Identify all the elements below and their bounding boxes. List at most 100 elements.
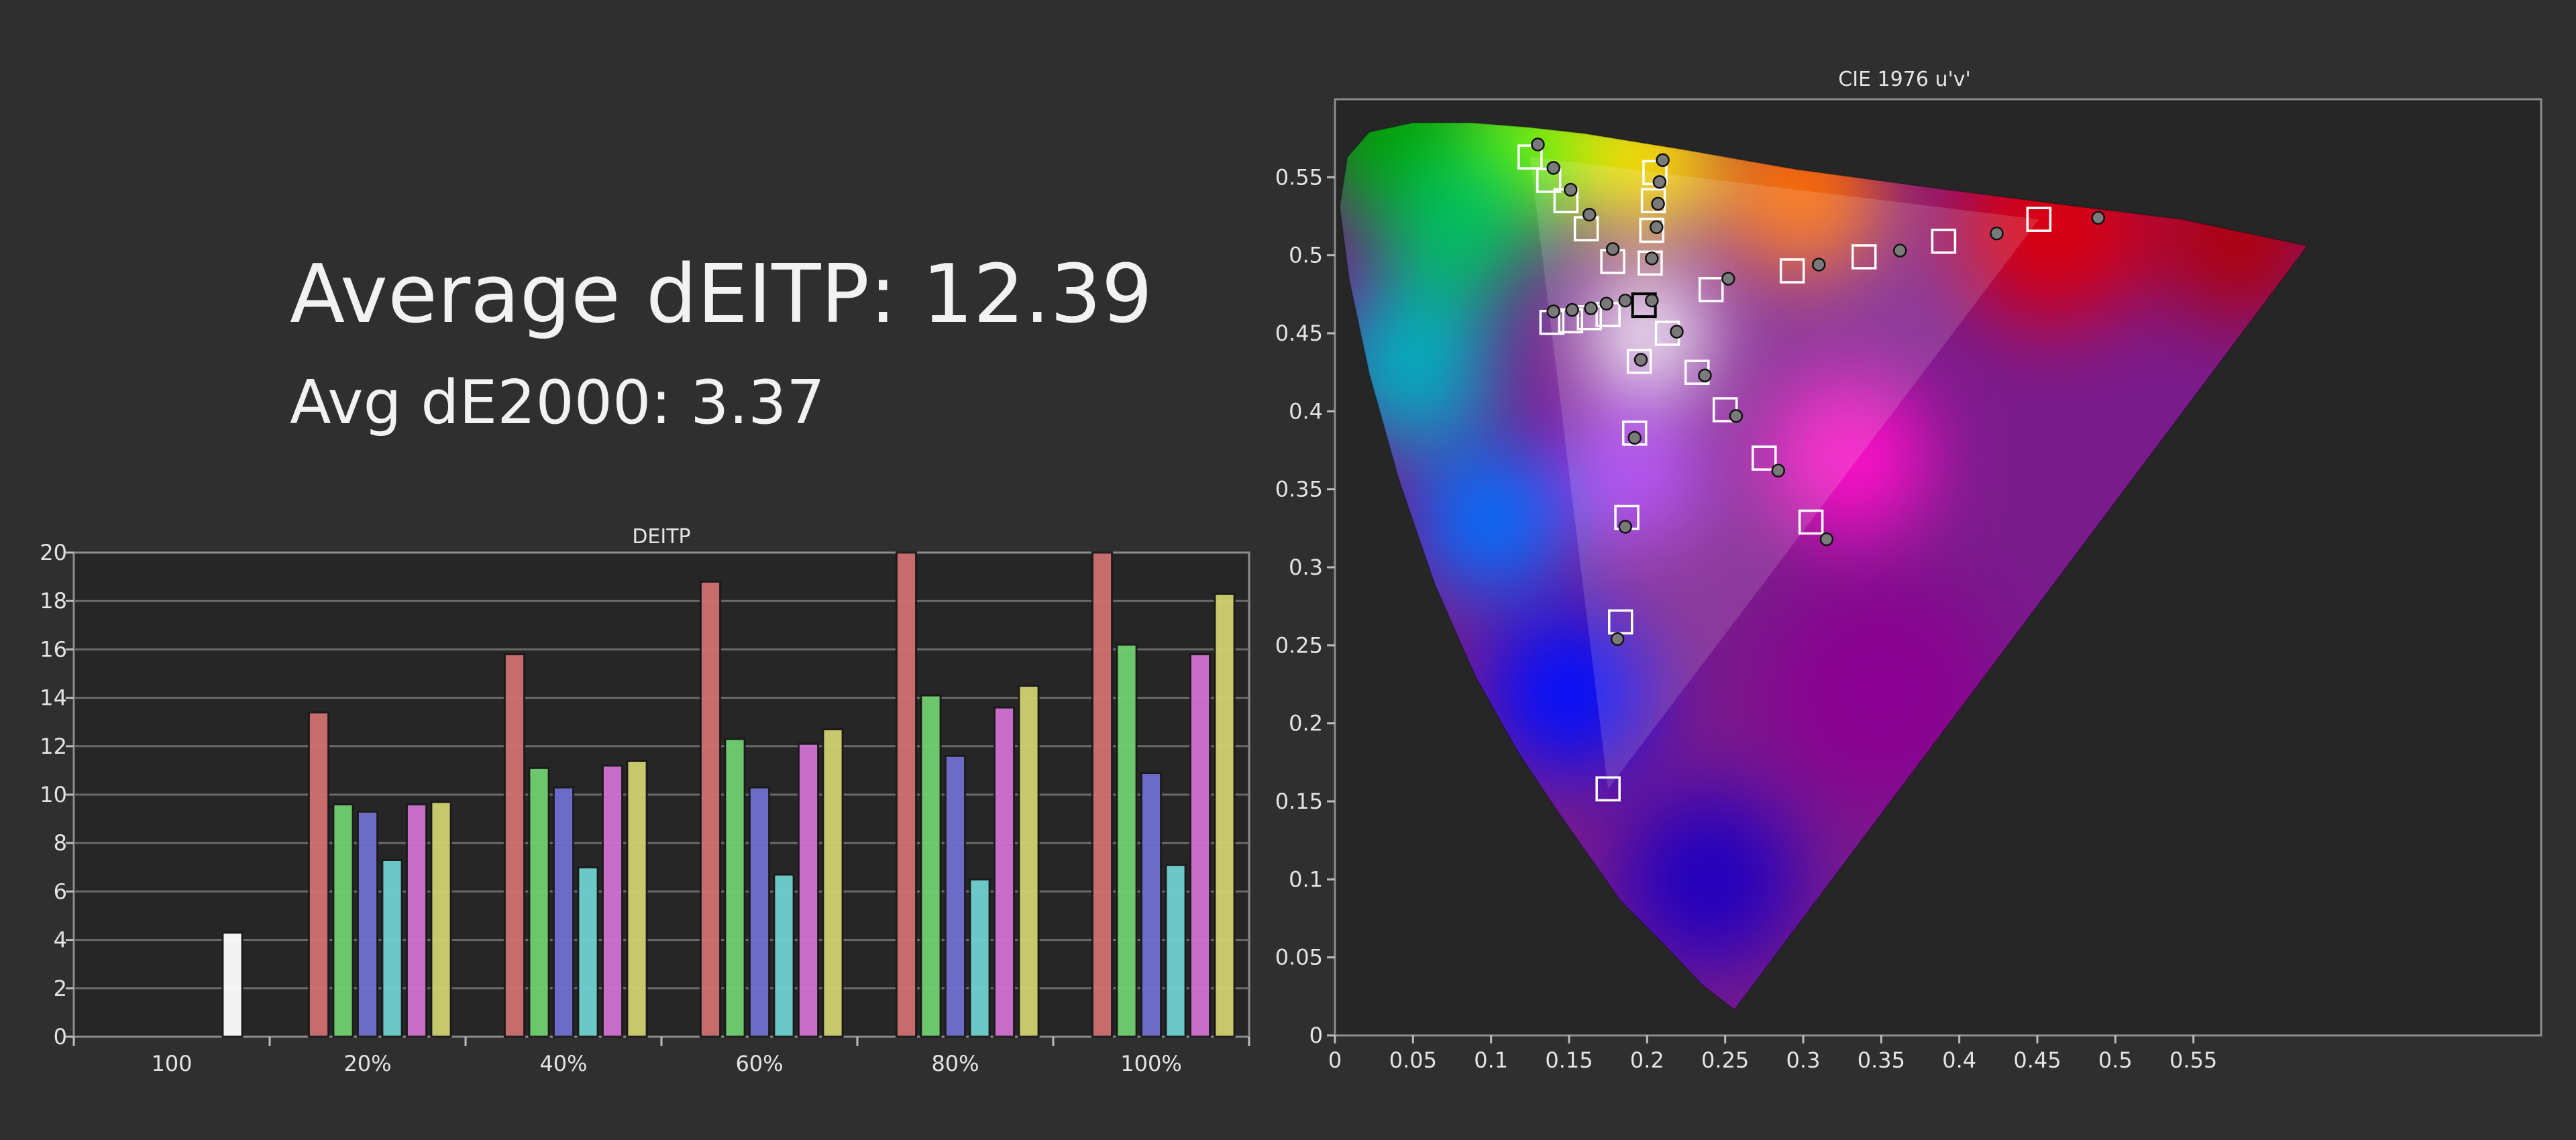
- y-tick-label: 0.35: [1275, 477, 1323, 502]
- bar: [1116, 643, 1138, 1038]
- measured-point: [1531, 137, 1545, 152]
- x-tick-label: 100%: [1120, 1051, 1181, 1076]
- x-tick-label: 0.35: [1858, 1047, 1905, 1073]
- y-tick-label: 0.45: [1275, 321, 1323, 346]
- target-marker: [1698, 277, 1724, 302]
- bar: [601, 764, 624, 1038]
- bar: [895, 551, 918, 1038]
- measured-point: [1729, 409, 1743, 423]
- average-deitp-text: Average dEITP: 12.39: [290, 248, 1153, 341]
- measured-point: [1618, 293, 1633, 308]
- bar: [405, 803, 428, 1038]
- bar: [699, 580, 722, 1038]
- x-tick-label: 40%: [539, 1051, 587, 1076]
- bar: [993, 706, 1016, 1038]
- measured-point: [1546, 304, 1560, 319]
- measured-point: [1599, 296, 1614, 311]
- measured-point: [1627, 431, 1642, 445]
- measured-point: [1651, 196, 1665, 211]
- y-tick-label: 0.15: [1275, 789, 1323, 814]
- target-marker: [1798, 509, 1824, 535]
- x-tick-label: 20%: [343, 1051, 391, 1076]
- x-tick-label: 0.5: [2098, 1047, 2133, 1073]
- bar: [969, 878, 991, 1038]
- y-tick-label: 4: [54, 927, 67, 953]
- x-tick-label: 0.1: [1474, 1047, 1508, 1073]
- measured-point: [1656, 153, 1670, 167]
- measured-point: [1618, 520, 1633, 534]
- x-tick-label: 60%: [735, 1051, 783, 1076]
- bar: [381, 858, 403, 1038]
- y-tick-label: 6: [54, 878, 67, 904]
- x-tick-label: 80%: [931, 1051, 979, 1076]
- bar: [221, 931, 244, 1038]
- measured-point: [1584, 301, 1598, 316]
- bar: [356, 810, 379, 1038]
- measured-point: [1698, 368, 1712, 383]
- bar: [332, 803, 354, 1038]
- bar: [822, 728, 844, 1038]
- cie-chart-title: CIE 1976 u'v': [1838, 68, 1970, 91]
- target-marker: [2026, 207, 2052, 232]
- measured-point: [1546, 161, 1560, 175]
- y-tick-label: 16: [40, 636, 67, 662]
- measured-point: [1645, 293, 1659, 308]
- measured-point: [1812, 258, 1826, 272]
- target-marker: [1639, 217, 1665, 243]
- bar-chart-title: DEITP: [632, 525, 690, 549]
- target-marker: [1638, 250, 1663, 276]
- y-tick-label: 0.4: [1289, 398, 1323, 424]
- bar: [724, 738, 746, 1038]
- x-tick-label: 0.45: [2013, 1047, 2061, 1073]
- y-tick-label: 0.2: [1289, 711, 1323, 736]
- bar: [528, 766, 550, 1038]
- y-tick-label: 0.05: [1275, 945, 1323, 970]
- measured-point: [1564, 182, 1578, 197]
- measured-point: [1990, 226, 2004, 241]
- measured-point: [1605, 242, 1620, 256]
- bar: [1165, 864, 1187, 1038]
- bar: [503, 653, 526, 1038]
- y-tick-label: 18: [40, 588, 67, 614]
- measured-point: [1582, 207, 1597, 222]
- bar: [797, 742, 820, 1038]
- bar: [920, 694, 942, 1038]
- target-marker: [1640, 188, 1666, 213]
- x-tick-label: 0: [1328, 1047, 1342, 1073]
- y-tick-label: 8: [54, 830, 67, 856]
- y-tick-label: 0: [54, 1024, 67, 1049]
- target-marker: [1931, 228, 1957, 254]
- target-marker: [1517, 144, 1543, 170]
- y-tick-label: 12: [40, 734, 67, 759]
- measured-point: [1645, 251, 1659, 266]
- x-tick-label: 0.25: [1701, 1047, 1749, 1073]
- bar: [1091, 551, 1114, 1038]
- bar: [626, 759, 648, 1038]
- measured-point: [1610, 632, 1625, 646]
- bar: [307, 711, 330, 1038]
- y-tick-label: 10: [40, 782, 67, 807]
- bar: [748, 786, 771, 1038]
- y-tick-label: 20: [40, 540, 67, 565]
- y-tick-label: 0: [1309, 1023, 1323, 1048]
- average-de2000-text: Avg dE2000: 3.37: [290, 367, 825, 438]
- x-tick-label: 0.15: [1545, 1047, 1593, 1073]
- measured-point: [1819, 532, 1834, 547]
- y-tick-label: 14: [40, 685, 67, 711]
- target-marker: [1851, 244, 1877, 270]
- bar: [430, 801, 452, 1038]
- x-tick-label: 0.3: [1786, 1047, 1821, 1073]
- measured-point: [1721, 272, 1735, 286]
- y-tick-label: 0.5: [1289, 243, 1323, 268]
- measured-point: [1670, 325, 1684, 339]
- y-tick-label: 2: [54, 976, 67, 1001]
- bar: [773, 873, 795, 1038]
- bar: [1018, 685, 1040, 1038]
- target-marker: [1779, 258, 1805, 284]
- bar: [1140, 772, 1163, 1038]
- bar: [552, 786, 575, 1038]
- bar: [1214, 592, 1236, 1038]
